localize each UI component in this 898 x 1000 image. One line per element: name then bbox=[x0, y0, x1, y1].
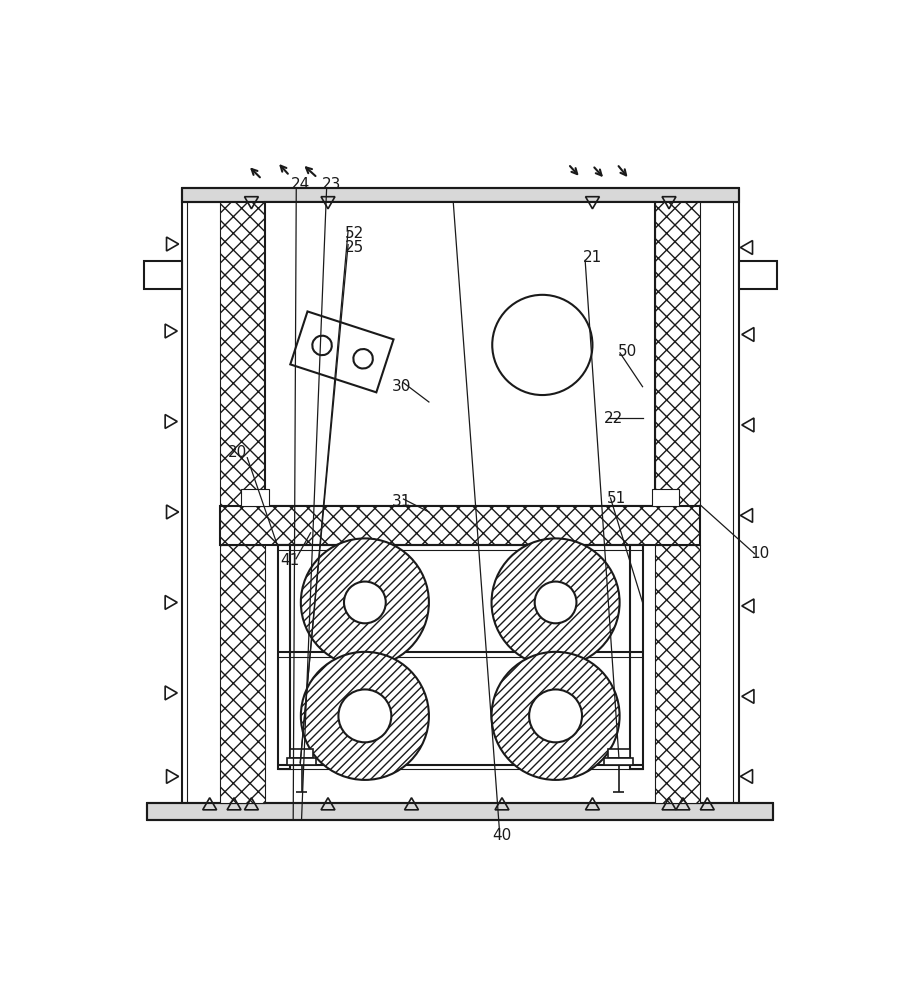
Bar bbox=[220, 202, 266, 506]
Bar bbox=[655, 202, 700, 506]
Text: 24: 24 bbox=[291, 177, 310, 192]
Bar bbox=[144, 261, 181, 289]
Circle shape bbox=[339, 689, 392, 742]
Circle shape bbox=[529, 689, 582, 742]
Text: 23: 23 bbox=[321, 177, 341, 192]
Text: 25: 25 bbox=[345, 240, 364, 255]
Bar bbox=[290, 311, 393, 392]
Bar bbox=[287, 758, 316, 765]
Circle shape bbox=[344, 582, 386, 623]
Bar bbox=[220, 545, 266, 803]
Bar bbox=[738, 261, 777, 289]
Bar bbox=[181, 188, 739, 202]
Text: 10: 10 bbox=[750, 546, 769, 561]
Text: 40: 40 bbox=[492, 828, 512, 843]
Text: 22: 22 bbox=[603, 411, 623, 426]
Text: 50: 50 bbox=[618, 344, 637, 359]
Circle shape bbox=[353, 349, 373, 369]
Circle shape bbox=[491, 538, 620, 666]
Text: 41: 41 bbox=[280, 553, 299, 568]
Circle shape bbox=[492, 295, 593, 395]
Bar bbox=[652, 489, 680, 506]
Bar bbox=[655, 545, 700, 803]
Circle shape bbox=[301, 652, 429, 780]
Bar bbox=[608, 749, 630, 758]
Bar bbox=[220, 506, 700, 545]
Circle shape bbox=[301, 538, 429, 666]
Bar bbox=[290, 749, 313, 758]
Text: 52: 52 bbox=[345, 226, 364, 241]
Bar bbox=[241, 489, 269, 506]
Bar bbox=[630, 545, 643, 769]
Text: 51: 51 bbox=[607, 491, 627, 506]
Bar bbox=[604, 758, 633, 765]
Bar bbox=[277, 545, 290, 769]
Text: 31: 31 bbox=[392, 494, 410, 509]
Circle shape bbox=[534, 582, 577, 623]
Text: 21: 21 bbox=[583, 250, 602, 265]
Circle shape bbox=[313, 336, 331, 355]
Text: 30: 30 bbox=[392, 379, 410, 394]
Circle shape bbox=[491, 652, 620, 780]
Bar bbox=[266, 202, 656, 506]
Bar bbox=[147, 803, 773, 820]
Text: 20: 20 bbox=[228, 445, 247, 460]
